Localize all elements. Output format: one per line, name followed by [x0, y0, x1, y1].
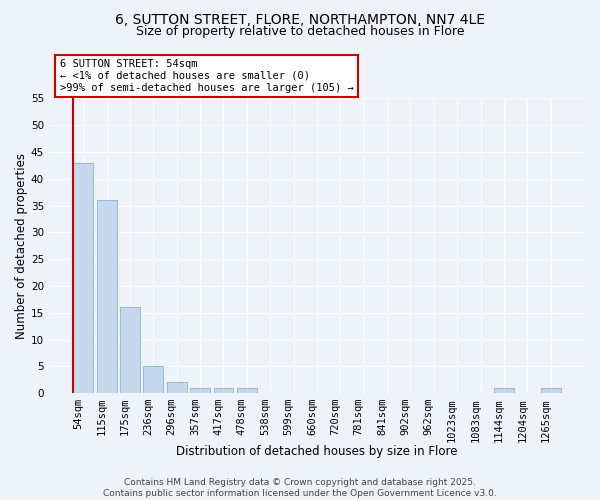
Bar	[237, 388, 257, 393]
Bar	[214, 388, 233, 393]
Bar	[167, 382, 187, 393]
Text: Contains HM Land Registry data © Crown copyright and database right 2025.
Contai: Contains HM Land Registry data © Crown c…	[103, 478, 497, 498]
Bar	[120, 308, 140, 393]
Y-axis label: Number of detached properties: Number of detached properties	[15, 153, 28, 339]
Bar	[97, 200, 116, 393]
Text: 6 SUTTON STREET: 54sqm
← <1% of detached houses are smaller (0)
>99% of semi-det: 6 SUTTON STREET: 54sqm ← <1% of detached…	[59, 60, 353, 92]
Bar	[494, 388, 514, 393]
Text: 6, SUTTON STREET, FLORE, NORTHAMPTON, NN7 4LE: 6, SUTTON STREET, FLORE, NORTHAMPTON, NN…	[115, 12, 485, 26]
Text: Size of property relative to detached houses in Flore: Size of property relative to detached ho…	[136, 25, 464, 38]
Bar	[190, 388, 210, 393]
Bar	[541, 388, 560, 393]
Bar	[73, 162, 93, 393]
X-axis label: Distribution of detached houses by size in Flore: Distribution of detached houses by size …	[176, 444, 458, 458]
Bar	[143, 366, 163, 393]
